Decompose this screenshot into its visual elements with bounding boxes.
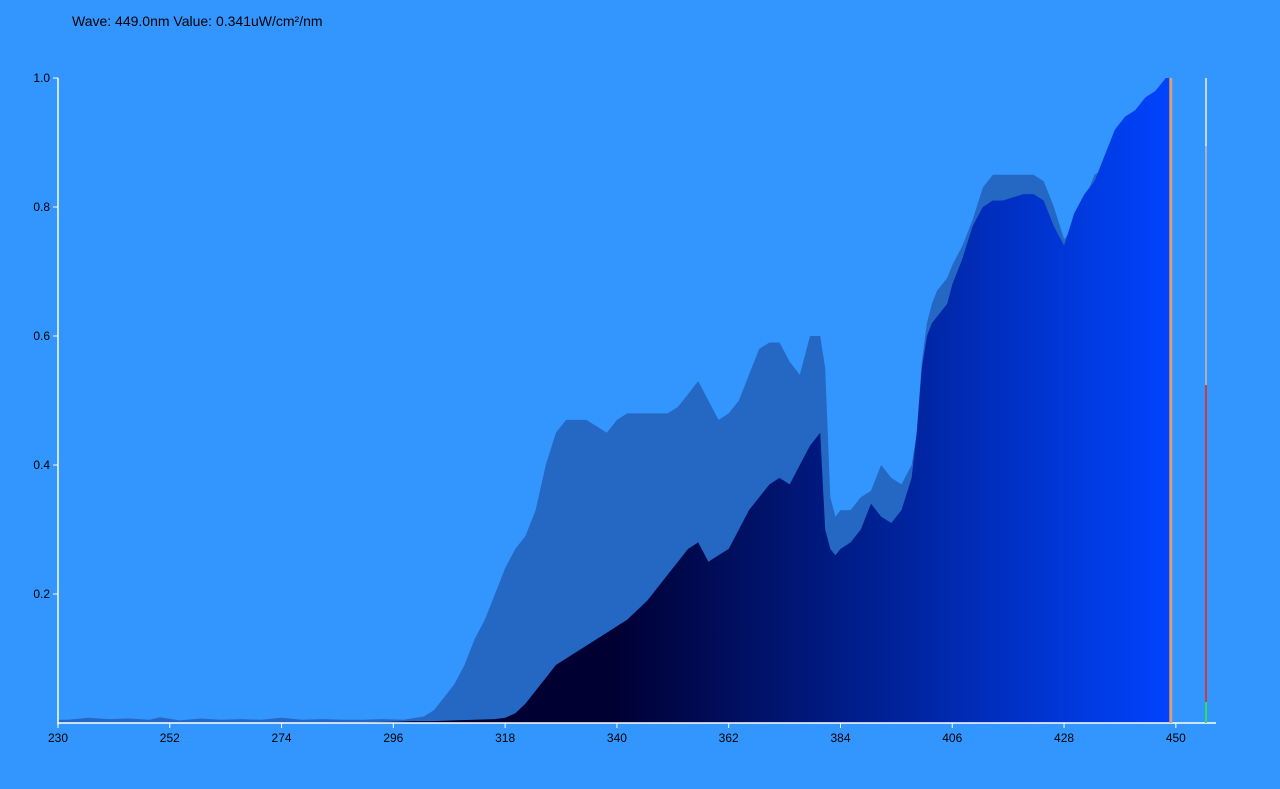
y-tick-label: 0.4: [33, 458, 50, 472]
x-tick-label: 450: [1166, 731, 1186, 745]
axes: 230 252 274 296 318 340 362 384 406 428 450 0.2 0.4 0…: [33, 71, 1216, 745]
x-tick-label: 318: [495, 731, 515, 745]
x-tick-label: 384: [830, 731, 850, 745]
cursor-readout: Wave: 449.0nm Value: 0.341uW/cm²/nm: [72, 13, 323, 29]
series-layer: [58, 78, 1171, 723]
series-spectrum-area: [58, 78, 1171, 723]
x-tick-label: 362: [719, 731, 739, 745]
y-tick-label: 1.0: [33, 71, 50, 85]
y-tick-label: 0.2: [33, 587, 50, 601]
x-tick-label: 252: [160, 731, 180, 745]
x-tick-label: 296: [383, 731, 403, 745]
x-tick-label: 274: [272, 731, 292, 745]
x-tick-label: 340: [607, 731, 627, 745]
x-tick-label: 230: [48, 731, 68, 745]
y-tick-label: 0.8: [33, 200, 50, 214]
x-tick-label: 428: [1054, 731, 1074, 745]
x-tick-label: 406: [942, 731, 962, 745]
y-tick-label: 0.6: [33, 329, 50, 343]
